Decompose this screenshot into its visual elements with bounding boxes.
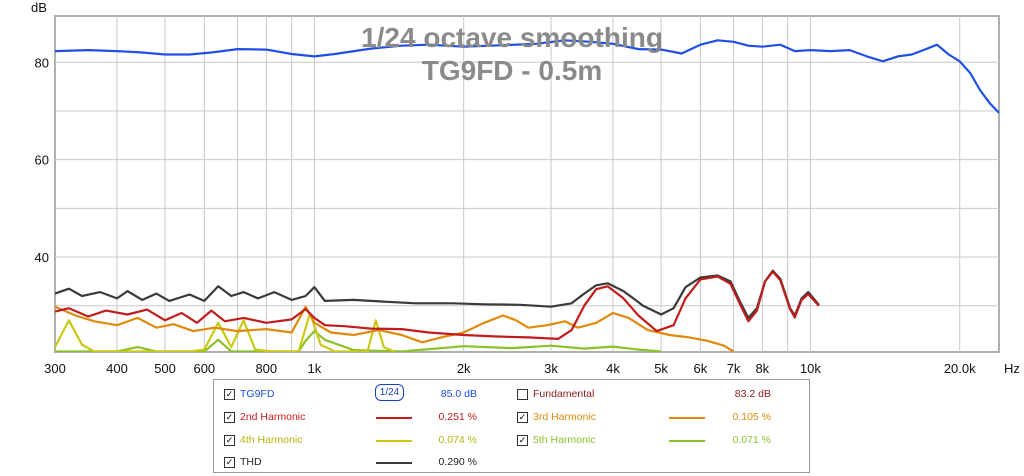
x-tick-label: 8k <box>755 361 769 376</box>
x-tick-label: 3k <box>544 361 558 376</box>
x-tick-label: 600 <box>193 361 215 376</box>
legend-label-4th-harmonic: 4th Harmonic <box>240 434 303 446</box>
checkbox-5th-harmonic[interactable]: ✓ <box>517 435 528 446</box>
x-axis-unit: Hz <box>1004 361 1020 376</box>
x-tick-label: 1k <box>307 361 321 376</box>
smoothing-button[interactable]: 1/24 <box>375 384 404 401</box>
plot-frame <box>54 15 1000 353</box>
x-tick-labels: 300 400 500 600 800 1k 2k 3k 4k 5k 6k 7k 8k 10k 20.0k <box>44 361 976 376</box>
x-tick-label: 5k <box>654 361 668 376</box>
legend-label-5th-harmonic: 5th Harmonic <box>533 434 596 446</box>
legend-value-2nd-harmonic: 0.251 % <box>438 411 477 423</box>
legend-panel: ✓ TG9FD 1/24 85.0 dB Fundamental 83.2 dB… <box>213 379 810 473</box>
x-tick-label: 7k <box>727 361 741 376</box>
y-tick-label: 80 <box>35 55 49 70</box>
x-tick-label: 400 <box>106 361 128 376</box>
legend-value-5th-harmonic: 0.071 % <box>732 434 771 446</box>
legend-value-fundamental: 83.2 dB <box>734 388 771 400</box>
legend-label-thd: THD <box>240 456 262 468</box>
legend-label-2nd-harmonic: 2nd Harmonic <box>240 411 306 423</box>
legend-value-tg9fd: 85.0 dB <box>440 388 477 400</box>
x-tick-label: 300 <box>44 361 66 376</box>
series-line-3rd-harmonic <box>55 305 735 352</box>
chart-title: 1/24 octave smoothing <box>361 22 663 53</box>
checkbox-2nd-harmonic[interactable]: ✓ <box>224 412 235 423</box>
chart-area: 1/24 octave smoothing TG9FD - 0.5m 40 60 8… <box>31 0 1020 376</box>
legend-value-3rd-harmonic: 0.105 % <box>732 411 771 423</box>
checkbox-tg9fd[interactable]: ✓ <box>224 389 235 400</box>
legend-label-tg9fd: TG9FD <box>240 388 275 400</box>
legend-swatch-thd <box>376 462 412 464</box>
legend-swatch-5th-harmonic <box>669 440 705 442</box>
x-tick-label: 10k <box>800 361 821 376</box>
legend-label-fundamental: Fundamental <box>533 388 595 400</box>
x-tick-label: 800 <box>255 361 277 376</box>
checkbox-thd[interactable]: ✓ <box>224 457 235 468</box>
checkbox-fundamental[interactable] <box>517 389 528 400</box>
legend-label-3rd-harmonic: 3rd Harmonic <box>533 411 597 423</box>
series-line-thd <box>55 269 820 319</box>
y-tick-labels: 40 60 80 <box>35 55 49 265</box>
checkbox-3rd-harmonic[interactable]: ✓ <box>517 412 528 423</box>
legend-swatch-3rd-harmonic <box>669 417 705 419</box>
series-line-2nd-harmonic <box>55 270 820 340</box>
x-tick-label: 500 <box>154 361 176 376</box>
y-tick-label: 60 <box>35 153 49 168</box>
legend-swatch-2nd-harmonic <box>376 417 412 419</box>
y-axis-label: dB <box>31 0 47 15</box>
legend-swatch-4th-harmonic <box>376 440 412 442</box>
series-group <box>55 39 999 352</box>
legend-value-thd: 0.290 % <box>438 456 477 468</box>
y-tick-label: 40 <box>35 250 49 265</box>
chart-subtitle: TG9FD - 0.5m <box>422 55 602 86</box>
checkbox-4th-harmonic[interactable]: ✓ <box>224 435 235 446</box>
x-tick-label: 20.0k <box>944 361 976 376</box>
series-line-tg9fd <box>55 39 999 114</box>
x-tick-label: 2k <box>457 361 471 376</box>
x-tick-label: 4k <box>606 361 620 376</box>
legend-value-4th-harmonic: 0.074 % <box>438 434 477 446</box>
x-tick-label: 6k <box>693 361 707 376</box>
series-line-4th-harmonic <box>55 311 395 352</box>
